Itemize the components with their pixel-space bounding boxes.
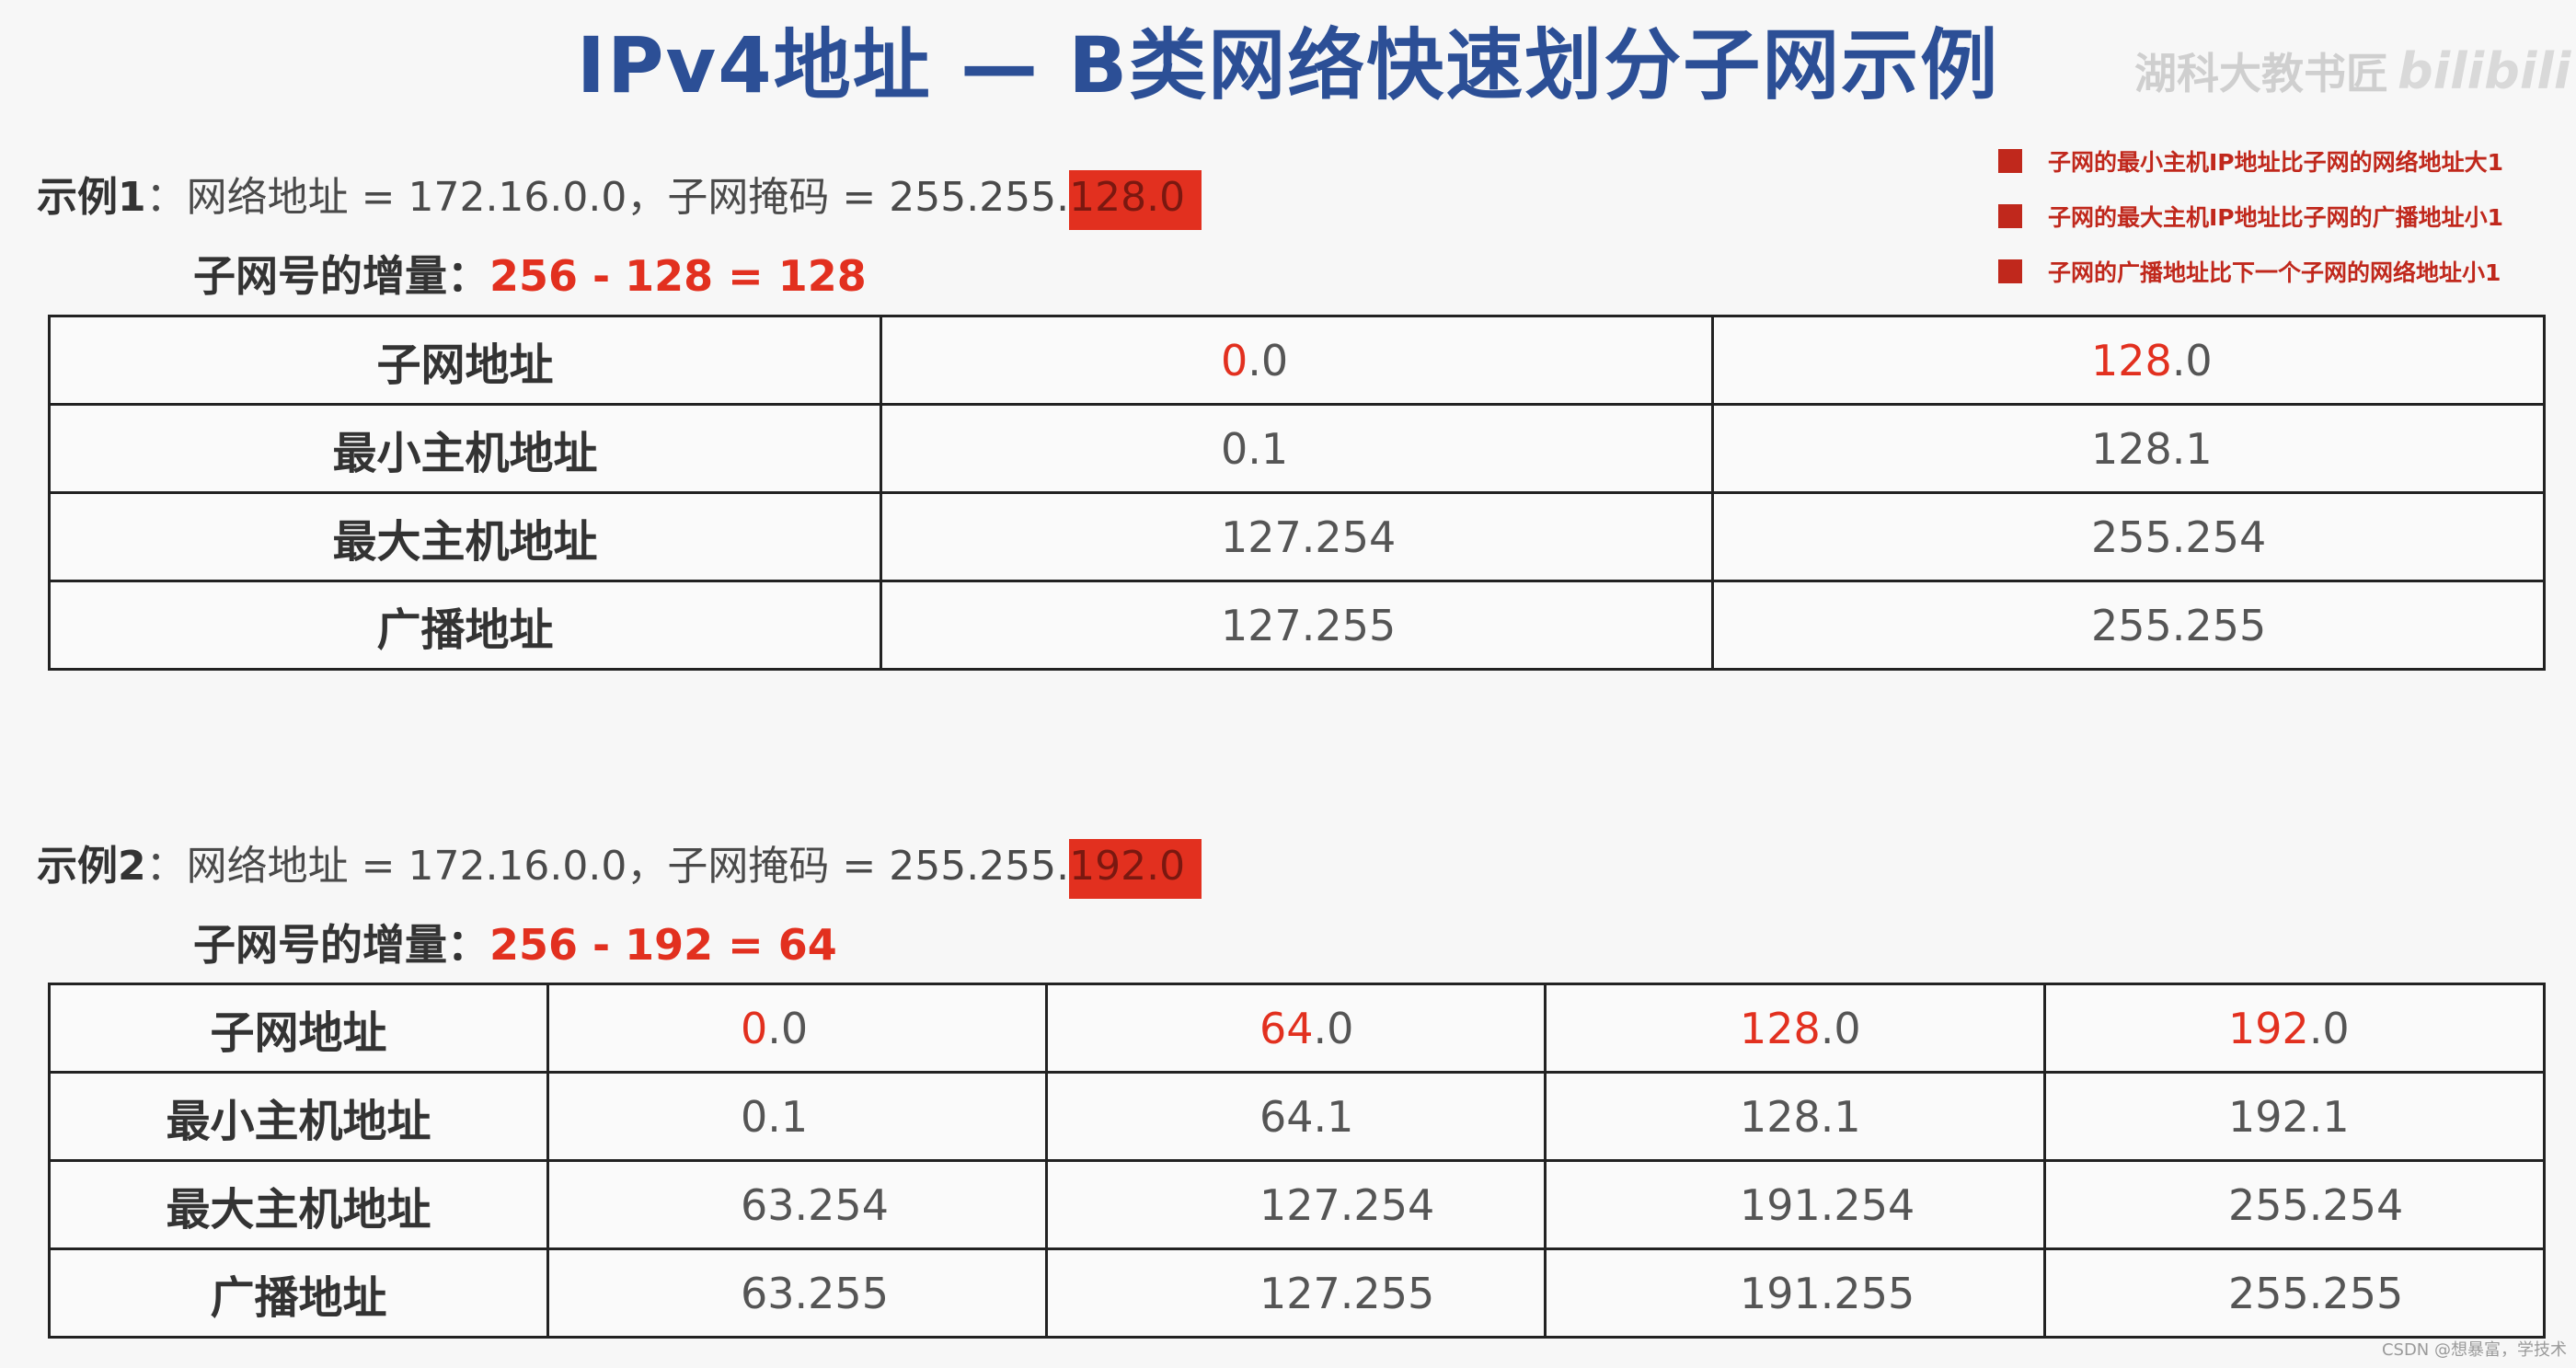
table-cell: 64.0 [1045,983,1547,1074]
example1-text: 网络地址 = 172.16.0.0，子网掩码 = 255.255. [186,174,1070,221]
table-cell: 255.254 [1711,491,2546,582]
table-cell: 127.255 [1045,1247,1547,1339]
legend-item: 子网的广播地址比下一个子网的网络地址小1 [1998,254,2503,289]
table-row: 广播地址 127.255 255.255 [48,580,2546,671]
table-row: 最大主机地址 127.254 255.254 [48,491,2546,582]
table-row: 子网地址 0.0 64.0 128.0 192.0 [48,983,2546,1074]
row-header: 广播地址 [48,1247,549,1339]
legend: 子网的最小主机IP地址比子网的网络地址大1 子网的最大主机IP地址比子网的广播地… [1998,144,2503,309]
footer-credit: CSDN @想暴富，学技术 [2381,1340,2567,1360]
table-cell: 128.1 [1544,1071,2046,1162]
table-cell: 128.0 [1711,315,2546,406]
example2-increment: 子网号的增量：256 - 192 = 64 [193,912,837,972]
table-cell: 127.255 [880,580,1714,671]
table-cell: 0.1 [546,1071,1048,1162]
table-row: 最大主机地址 63.254 127.254 191.254 255.254 [48,1159,2546,1250]
table-cell: 63.255 [546,1247,1048,1339]
increment-value: 256 - 192 = 64 [489,920,837,970]
example1-line: 示例1：网络地址 = 172.16.0.0，子网掩码 = 255.255.128… [37,164,1202,230]
table-cell: 0.1 [880,403,1714,494]
example1-colon: ： [145,174,187,221]
red-square-icon [1998,149,2022,173]
table-row: 最小主机地址 0.1 64.1 128.1 192.1 [48,1071,2546,1162]
page-title: IPv4地址 — B类网络快速划分子网示例 [576,20,2000,110]
table-cell: 127.254 [1045,1159,1547,1250]
table-cell: 192.0 [2043,983,2546,1074]
red-square-icon [1998,259,2022,283]
example2-mask-highlight: 192.0 [1069,839,1202,899]
legend-text: 子网的广播地址比下一个子网的网络地址小1 [2048,259,2501,286]
legend-text: 子网的最大主机IP地址比子网的广播地址小1 [2048,204,2504,231]
example1-label: 示例1 [37,174,146,221]
table-row: 最小主机地址 0.1 128.1 [48,403,2546,494]
table-cell: 64.1 [1045,1071,1547,1162]
table-cell: 191.254 [1544,1159,2046,1250]
table-cell: 0.0 [546,983,1048,1074]
legend-item: 子网的最大主机IP地址比子网的广播地址小1 [1998,199,2503,234]
bilibili-logo-icon: bilibili [2398,42,2571,100]
row-header: 子网地址 [48,315,882,406]
example2-table: 子网地址 0.0 64.0 128.0 192.0 最小主机地址 0.1 64.… [48,983,2546,1339]
example2-text: 网络地址 = 172.16.0.0，子网掩码 = 255.255. [186,843,1070,890]
table-cell: 128.0 [1544,983,2046,1074]
table-cell: 255.254 [2043,1159,2546,1250]
watermark: 湖科大教书匠 bilibili [2134,40,2570,101]
example2-colon: ： [145,843,187,890]
row-header: 最小主机地址 [48,1071,549,1162]
row-header: 最大主机地址 [48,491,882,582]
table-cell: 128.1 [1711,403,2546,494]
increment-value: 256 - 128 = 128 [489,251,867,301]
table-cell: 63.254 [546,1159,1048,1250]
table-cell: 255.255 [2043,1247,2546,1339]
increment-label: 子网号的增量： [193,251,489,301]
table-cell: 127.254 [880,491,1714,582]
table-cell: 192.1 [2043,1071,2546,1162]
increment-label: 子网号的增量： [193,920,489,970]
example1-mask-highlight: 128.0 [1069,170,1202,230]
row-header: 子网地址 [48,983,549,1074]
table-cell: 191.255 [1544,1247,2046,1339]
table-cell: 0.0 [880,315,1714,406]
example2-label: 示例2 [37,843,146,890]
legend-item: 子网的最小主机IP地址比子网的网络地址大1 [1998,144,2503,178]
table-row: 广播地址 63.255 127.255 191.255 255.255 [48,1247,2546,1339]
table-cell: 255.255 [1711,580,2546,671]
example1-increment: 子网号的增量：256 - 128 = 128 [193,243,867,304]
example2-line: 示例2：网络地址 = 172.16.0.0，子网掩码 = 255.255.192… [37,833,1202,899]
row-header: 广播地址 [48,580,882,671]
table-row: 子网地址 0.0 128.0 [48,315,2546,406]
row-header: 最小主机地址 [48,403,882,494]
watermark-text: 湖科大教书匠 [2134,49,2388,98]
red-square-icon [1998,204,2022,228]
row-header: 最大主机地址 [48,1159,549,1250]
legend-text: 子网的最小主机IP地址比子网的网络地址大1 [2048,149,2504,176]
example1-table: 子网地址 0.0 128.0 最小主机地址 0.1 128.1 最大主机地址 1… [48,315,2546,671]
